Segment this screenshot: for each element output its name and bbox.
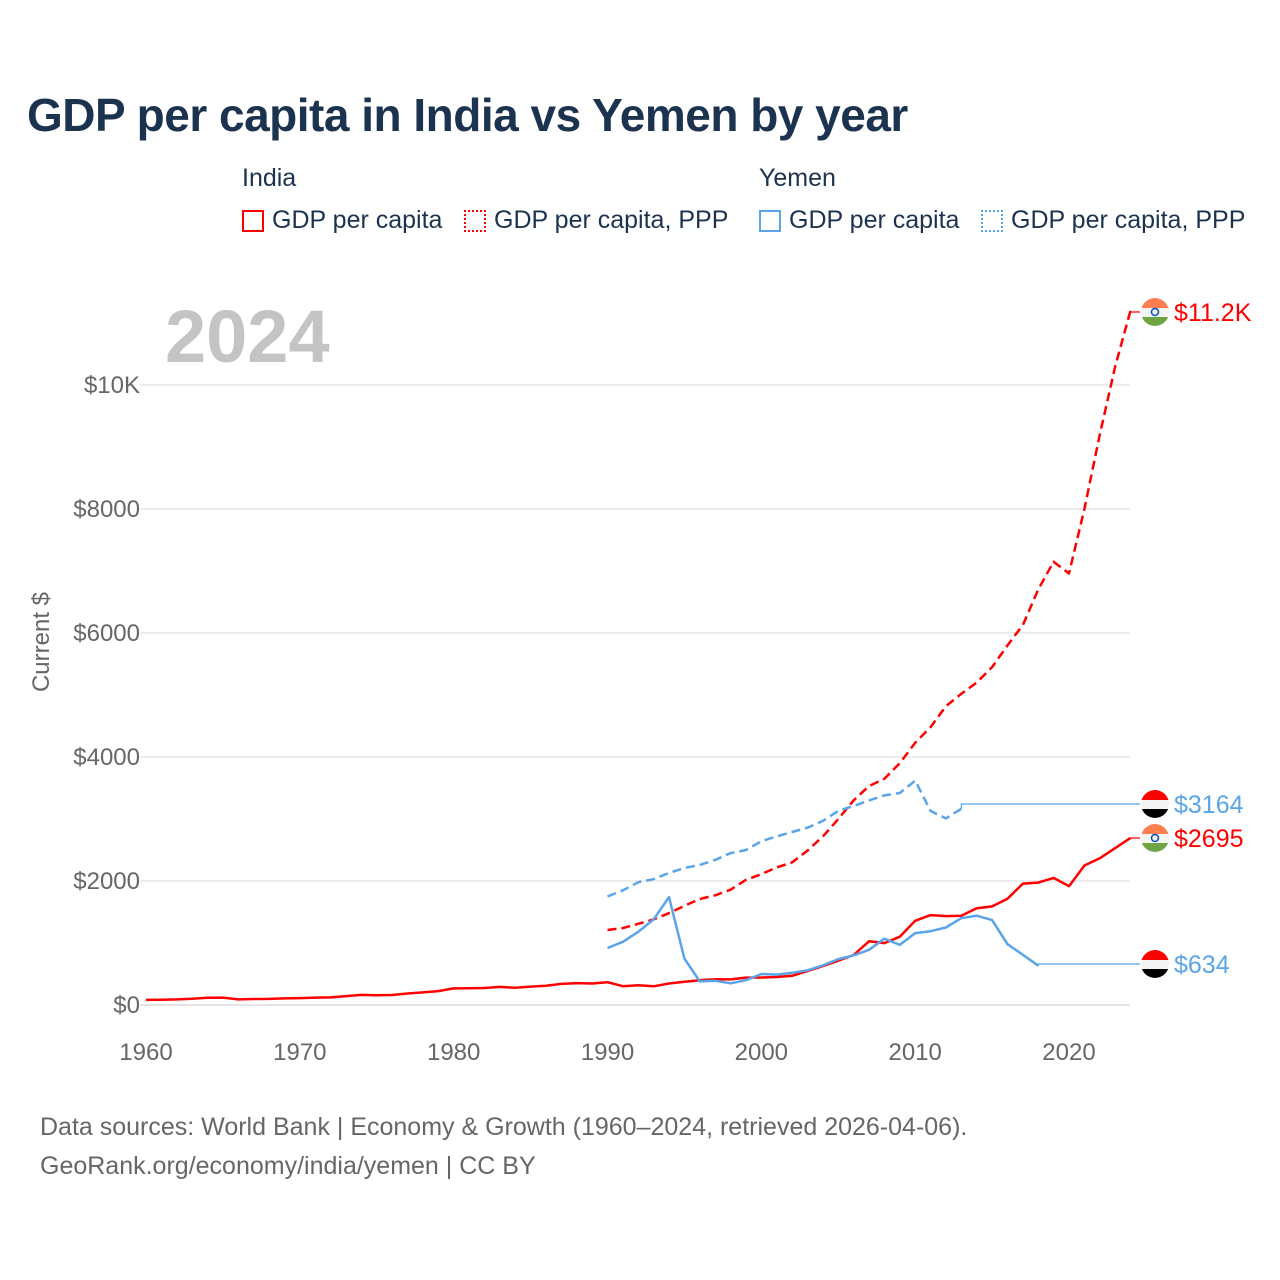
chart-title: GDP per capita in India vs Yemen by year <box>27 89 908 141</box>
legend-group-india: India <box>242 164 297 192</box>
y-tick-label: $2000 <box>73 868 140 895</box>
legend-group-yemen: Yemen <box>759 164 836 192</box>
x-tick-label: 1970 <box>273 1039 326 1066</box>
series-line-yemen-ppp <box>607 779 962 898</box>
end-connector <box>1037 963 1140 966</box>
x-tick-label: 2010 <box>888 1039 941 1066</box>
legend-swatch-dotted <box>464 209 486 232</box>
series-line-india-ppp <box>607 310 1132 932</box>
series-line-india-gdp <box>145 836 1132 1002</box>
source-line-2: GeoRank.org/economy/india/yemen | CC BY <box>40 1152 536 1180</box>
india-flag-icon <box>1141 824 1169 852</box>
end-value-label: $634 <box>1174 951 1230 979</box>
y-tick-label: $10K <box>84 372 140 399</box>
y-tick-label: $0 <box>113 992 140 1019</box>
legend-swatch-dotted <box>981 209 1003 232</box>
legend-india-gdp-ppp[interactable]: GDP per capita, PPP <box>464 206 728 235</box>
end-value-label: $11.2K <box>1174 299 1252 327</box>
yemen-flag-icon <box>1141 790 1169 818</box>
legend-yemen-gdp-ppp[interactable]: GDP per capita, PPP <box>981 206 1245 235</box>
end-value-label: $3164 <box>1174 791 1244 819</box>
legend-india-gdp[interactable]: GDP per capita <box>242 206 442 235</box>
legend-swatch-solid <box>759 209 781 232</box>
year-watermark: 2024 <box>165 295 330 378</box>
legend-yemen-gdp[interactable]: GDP per capita <box>759 206 959 235</box>
end-connector <box>960 803 1140 809</box>
source-line-1: Data sources: World Bank | Economy & Gro… <box>40 1113 968 1141</box>
legend-label: GDP per capita <box>789 206 960 234</box>
x-tick-label: 2020 <box>1042 1039 1095 1066</box>
y-axis-label: Current $ <box>28 591 55 693</box>
source-note: Data sources: World Bank | Economy & Gro… <box>40 1108 967 1186</box>
x-tick-label: 1960 <box>119 1039 172 1066</box>
x-tick-label: 2000 <box>735 1039 788 1066</box>
legend-label: GDP per capita, PPP <box>494 206 729 234</box>
series-line-yemen-gdp <box>607 895 1039 985</box>
india-flag-icon <box>1141 298 1169 326</box>
x-tick-label: 1990 <box>581 1039 634 1066</box>
end-connector <box>1129 310 1140 313</box>
yemen-flag-icon <box>1141 950 1169 978</box>
y-tick-label: $6000 <box>73 620 140 647</box>
x-tick-label: 1980 <box>427 1039 480 1066</box>
legend-label: GDP per capita, PPP <box>1011 206 1246 234</box>
legend-label: GDP per capita <box>272 206 443 234</box>
y-tick-label: $4000 <box>73 744 140 771</box>
y-tick-label: $8000 <box>73 496 140 523</box>
end-value-label: $2695 <box>1174 825 1244 853</box>
legend-swatch-solid <box>242 209 264 232</box>
